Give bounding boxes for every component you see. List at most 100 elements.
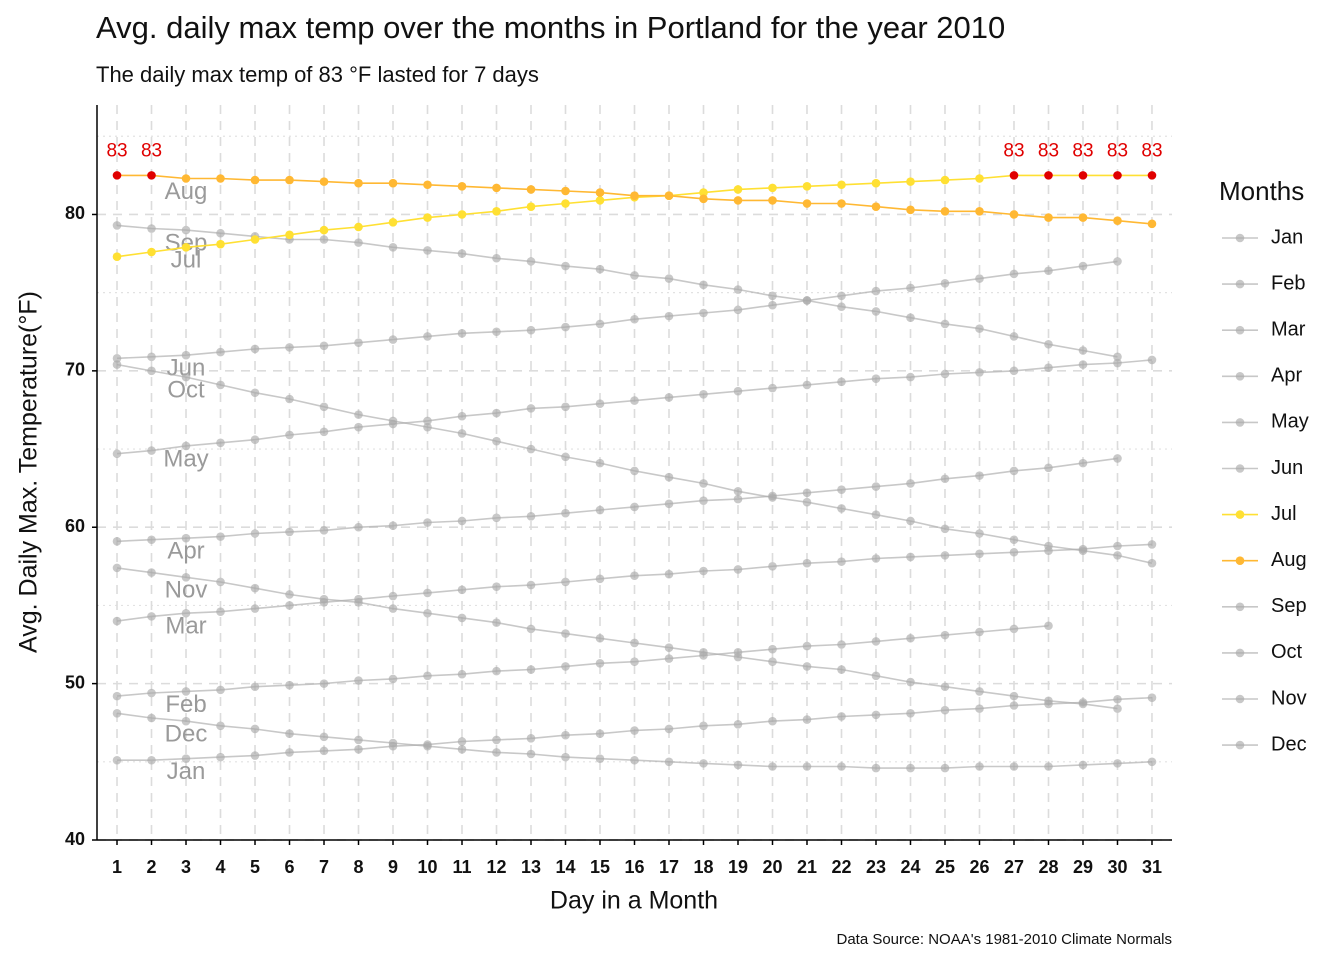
- data-point: [561, 322, 570, 332]
- data-point: [630, 571, 639, 581]
- data-point: [1113, 759, 1122, 768]
- data-point: [871, 763, 881, 773]
- data-point: [733, 386, 743, 396]
- data-point: [423, 332, 432, 341]
- data-point: [112, 252, 122, 261]
- data-point: [250, 682, 260, 692]
- data-point: [561, 752, 570, 762]
- data-point: [1078, 458, 1088, 468]
- month-label: Feb: [165, 691, 206, 718]
- x-tick-label: 15: [590, 857, 610, 877]
- data-point: [871, 671, 881, 681]
- data-point: [802, 715, 812, 724]
- data-point: [285, 590, 294, 599]
- data-point: [112, 563, 122, 573]
- legend-label: Sep: [1271, 595, 1307, 617]
- data-point: [319, 732, 329, 742]
- data-point: [423, 741, 432, 751]
- data-point: [285, 175, 294, 185]
- data-point: [1009, 701, 1019, 710]
- data-point: [699, 566, 708, 576]
- data-label: 83: [106, 140, 127, 161]
- data-point: [250, 388, 260, 398]
- data-point: [802, 182, 812, 191]
- data-point: [664, 499, 674, 509]
- legend-swatch: [1235, 556, 1245, 565]
- data-point: [492, 253, 501, 263]
- data-point: [388, 335, 398, 344]
- data-point: [802, 497, 812, 507]
- data-point: [802, 296, 812, 305]
- data-point: [837, 504, 846, 513]
- data-point: [871, 554, 881, 563]
- data-point: [181, 350, 191, 360]
- data-point: [526, 185, 536, 194]
- data-point: [595, 505, 605, 515]
- x-tick-label: 25: [935, 857, 955, 877]
- legend-swatch: [1235, 740, 1245, 750]
- x-tick-label: 2: [147, 857, 157, 877]
- data-point: [975, 174, 984, 183]
- data-point: [354, 422, 363, 432]
- data-point: [112, 691, 122, 701]
- data-label: 83: [1003, 140, 1024, 161]
- data-point: [457, 182, 467, 191]
- data-point: [802, 762, 812, 771]
- data-point: [1009, 691, 1019, 701]
- data-point: [285, 527, 294, 537]
- data-point: [837, 640, 846, 649]
- data-point: [595, 319, 605, 329]
- data-point: [975, 627, 984, 637]
- data-point: [1009, 535, 1019, 545]
- data-point: [733, 285, 743, 294]
- data-point: [112, 171, 122, 180]
- data-point: [388, 738, 398, 748]
- data-point: [423, 608, 432, 618]
- data-point: [561, 199, 570, 208]
- data-point: [319, 235, 329, 244]
- data-point: [802, 641, 812, 651]
- legend-swatch: [1235, 325, 1245, 335]
- data-point: [112, 616, 122, 626]
- data-point: [147, 535, 156, 545]
- legend-label: Oct: [1271, 641, 1303, 663]
- data-point: [250, 604, 260, 613]
- data-point: [595, 633, 605, 643]
- data-point: [423, 246, 432, 255]
- data-point: [940, 369, 950, 379]
- legend-label: Jul: [1271, 503, 1297, 525]
- data-point: [285, 230, 294, 240]
- x-tick-label: 14: [555, 857, 575, 877]
- data-point: [526, 257, 536, 266]
- data-point: [975, 762, 984, 771]
- series-line: [116, 224, 1118, 358]
- data-point: [1044, 621, 1053, 631]
- data-point: [664, 569, 674, 579]
- data-point: [147, 612, 156, 621]
- data-point: [837, 485, 846, 495]
- data-point: [630, 755, 639, 765]
- month-label: Nov: [165, 577, 208, 604]
- data-point: [906, 372, 915, 382]
- data-point: [906, 709, 915, 718]
- month-label: Apr: [167, 538, 204, 565]
- data-point: [319, 177, 329, 186]
- data-point: [1113, 694, 1122, 704]
- data-point: [319, 746, 329, 756]
- legend-label: Dec: [1271, 733, 1307, 755]
- data-point: [526, 511, 536, 521]
- data-point: [354, 744, 363, 754]
- data-point: [940, 705, 950, 715]
- data-point: [1044, 266, 1053, 276]
- data-point: [388, 178, 398, 188]
- data-point: [1009, 171, 1019, 180]
- data-point: [940, 630, 950, 640]
- data-point: [147, 713, 156, 723]
- data-point: [1078, 171, 1088, 180]
- data-point: [388, 217, 398, 227]
- data-point: [216, 752, 225, 762]
- x-tick-label: 28: [1038, 857, 1058, 877]
- data-point: [492, 408, 501, 418]
- data-point: [492, 327, 501, 337]
- data-point: [250, 751, 260, 760]
